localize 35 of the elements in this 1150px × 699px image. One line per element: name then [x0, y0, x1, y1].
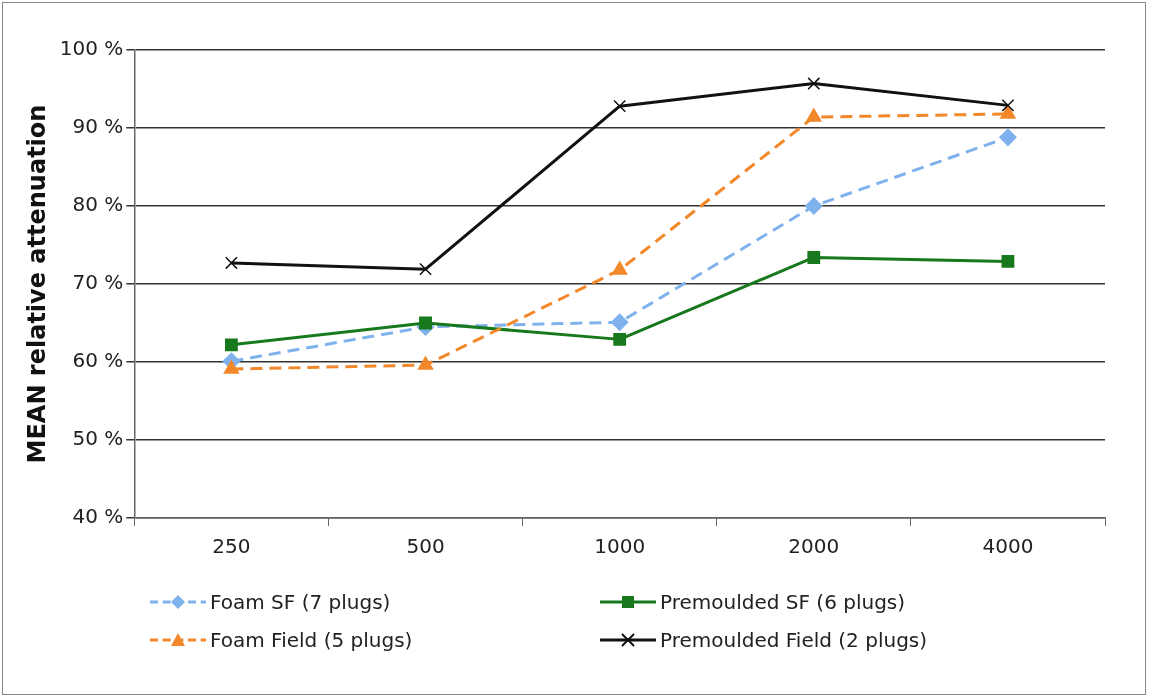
x-tick-label: 4000	[982, 534, 1034, 559]
point	[419, 262, 432, 276]
point	[225, 338, 238, 352]
y-tick-label: 80 %	[72, 192, 124, 217]
point	[1001, 254, 1015, 268]
point	[613, 99, 627, 113]
point	[417, 356, 434, 370]
legend-label: Premoulded Field (2 plugs)	[660, 628, 928, 652]
point	[610, 313, 629, 331]
point	[807, 251, 821, 264]
point	[1001, 98, 1015, 112]
y-tick-label: 70 %	[72, 270, 124, 295]
y-tick-label: 60 %	[72, 348, 124, 373]
point	[613, 332, 627, 346]
legend-label: Foam Field (5 plugs)	[210, 628, 413, 652]
point	[1000, 105, 1016, 119]
legend-label: Premoulded SF (6 plugs)	[660, 590, 906, 614]
x-tick-label: 1000	[594, 534, 646, 559]
point	[225, 256, 238, 270]
y-tick-label: 90 %	[72, 114, 124, 139]
x-tick-label: 500	[406, 534, 445, 559]
x-tick-label: 2000	[788, 534, 840, 559]
point	[223, 360, 240, 374]
point	[806, 108, 822, 122]
point	[805, 197, 823, 215]
point	[611, 261, 628, 275]
point	[999, 128, 1017, 147]
point	[419, 316, 432, 330]
y-tick-label: 50 %	[72, 426, 124, 451]
y-axis-title: MEAN relative attenuation	[22, 104, 51, 464]
y-tick-label: 100 %	[59, 36, 124, 61]
y-tick-label: 40 %	[72, 504, 124, 529]
x-tick-label: 250	[212, 534, 251, 559]
point	[807, 77, 821, 90]
legend-label: Foam SF (7 plugs)	[210, 590, 391, 614]
